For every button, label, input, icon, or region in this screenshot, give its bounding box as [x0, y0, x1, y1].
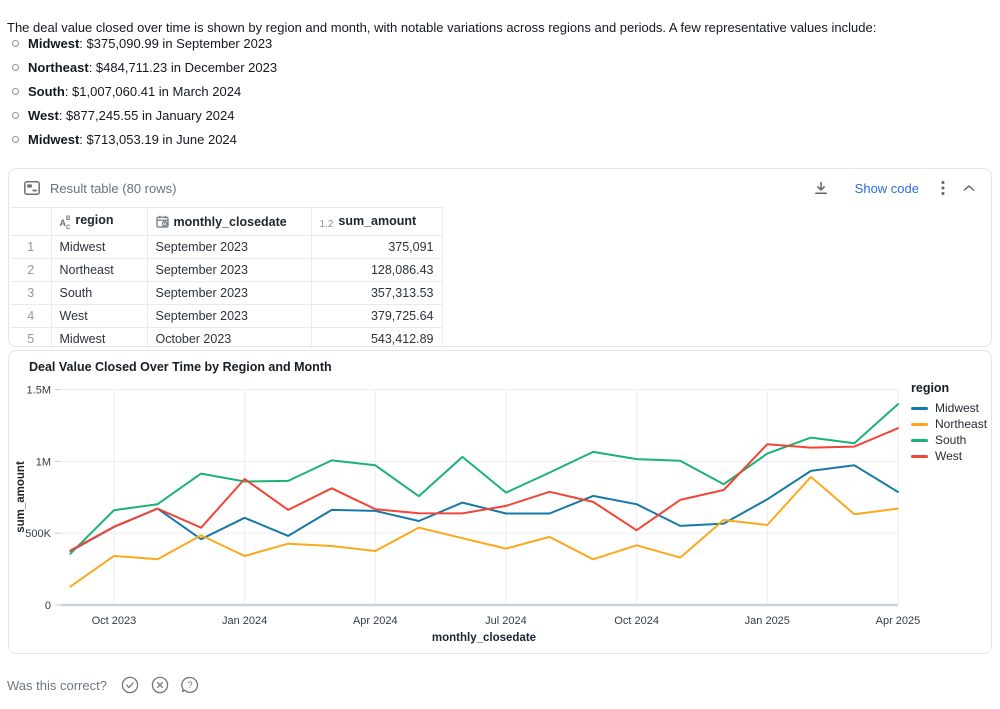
y-axis-tick: 500K [25, 528, 51, 540]
svg-text:?: ? [187, 680, 192, 690]
y-axis-label: sum_amount [15, 461, 27, 533]
date-type-icon [156, 215, 169, 228]
x-axis-tick: Apr 2024 [353, 615, 398, 627]
collapse-panel-button[interactable] [961, 182, 977, 194]
show-code-button[interactable]: Show code [849, 180, 925, 197]
legend-title: region [911, 381, 987, 395]
chart-legend: region Midwest Northeast South West [911, 381, 987, 464]
table-row: 1 Midwest September 2023 375,091 [11, 236, 442, 259]
bullet-marker-icon [12, 40, 19, 47]
feedback-comment-button[interactable]: ? [179, 674, 201, 696]
table-header-row: ABCregion monthly_closedate 1.2sum_amoun… [11, 208, 442, 236]
bullet-marker-icon [12, 88, 19, 95]
x-axis-tick: Jan 2025 [745, 615, 790, 627]
bullet-marker-icon [12, 112, 19, 119]
download-button[interactable] [811, 178, 831, 198]
column-header-region[interactable]: ABCregion [51, 208, 147, 236]
y-axis-tick: 1.5M [27, 385, 51, 397]
table-row: 2 Northeast September 2023 128,086.43 [11, 259, 442, 282]
result-table-title: Result table (80 rows) [50, 181, 176, 196]
x-axis-tick: Apr 2025 [876, 615, 921, 627]
legend-swatch [911, 407, 928, 410]
result-table-header: Result table (80 rows) Show code [9, 169, 991, 207]
result-table-icon [22, 179, 42, 197]
x-axis-label: monthly_closedate [432, 632, 536, 644]
kebab-menu-button[interactable] [939, 178, 947, 198]
row-number-header [11, 208, 51, 236]
list-item: Midwest: $375,090.99 in September 2023 [12, 31, 277, 55]
x-axis-tick: Oct 2023 [92, 615, 137, 627]
bullet-marker-icon [12, 136, 19, 143]
result-table-panel: Result table (80 rows) Show code ABCregi… [8, 168, 992, 347]
series-line-northeast [70, 477, 898, 587]
chart-panel: 0 500K 1M 1.5M Oct 2023 Jan 2024 Apr 2024 Jul 2… [8, 350, 992, 654]
table-row: 5 Midwest October 2023 543,412.89 [11, 328, 442, 348]
list-item: West: $877,245.55 in January 2024 [12, 104, 277, 128]
x-axis-tick: Oct 2024 [614, 615, 659, 627]
list-item: South: $1,007,060.41 in March 2024 [12, 79, 277, 103]
table-row: 3 South September 2023 357,313.53 [11, 282, 442, 305]
y-axis-tick: 0 [45, 600, 51, 612]
x-axis-tick: Jul 2024 [485, 615, 527, 627]
series-line-south [70, 404, 898, 554]
feedback-question: Was this correct? [7, 678, 107, 693]
list-item: Northeast: $484,711.23 in December 2023 [12, 55, 277, 79]
column-header-monthly-closedate[interactable]: monthly_closedate [147, 208, 311, 236]
legend-swatch [911, 455, 928, 458]
legend-item: Midwest [911, 400, 987, 416]
thumbs-correct-button[interactable] [119, 674, 141, 696]
legend-item: West [911, 448, 987, 464]
text-type-icon: ABC [60, 217, 71, 230]
result-table: ABCregion monthly_closedate 1.2sum_amoun… [11, 207, 443, 347]
legend-item: South [911, 432, 987, 448]
column-header-sum-amount[interactable]: 1.2sum_amount [311, 208, 442, 236]
y-axis-tick: 1M [36, 456, 51, 468]
thumbs-incorrect-button[interactable] [149, 674, 171, 696]
bullet-list: Midwest: $375,090.99 in September 2023 N… [12, 31, 277, 152]
legend-swatch [911, 439, 928, 442]
legend-swatch [911, 423, 928, 426]
number-type-icon: 1.2 [320, 219, 334, 230]
table-row: 4 West September 2023 379,725.64 [11, 305, 442, 328]
feedback-bar: Was this correct? ? [7, 674, 209, 696]
bullet-marker-icon [12, 64, 19, 71]
series-line-west [70, 428, 898, 550]
x-axis-tick: Jan 2024 [222, 615, 267, 627]
deal-value-line-chart: 0 500K 1M 1.5M Oct 2023 Jan 2024 Apr 2024 Jul 2… [9, 351, 991, 653]
chart-title: Deal Value Closed Over Time by Region an… [29, 360, 332, 374]
legend-item: Northeast [911, 416, 987, 432]
list-item: Midwest: $713,053.19 in June 2024 [12, 128, 277, 152]
